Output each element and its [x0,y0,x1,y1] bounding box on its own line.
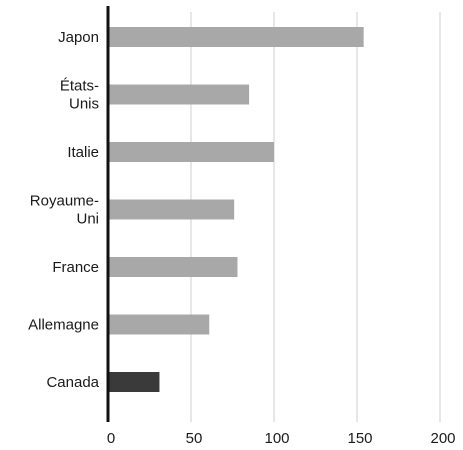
x-tick-label-50: 50 [186,430,203,447]
bar-5 [108,314,210,335]
bar-2 [108,142,274,162]
x-tick-label-100: 100 [264,430,289,447]
bar-0 [108,27,364,47]
category-label-2: Italie [67,144,99,161]
x-tick-label-200: 200 [430,430,455,447]
x-tick-label-150: 150 [347,430,372,447]
category-label-0: Japon [58,29,99,46]
category-label-5: Allemagne [28,317,99,334]
bar-4 [108,257,238,277]
category-label-6: Canada [46,374,99,391]
category-label-3: Royaume-Uni [30,193,99,228]
bar-6 [108,372,160,392]
category-label-4: France [52,259,99,276]
bar-3 [108,199,235,220]
x-tick-label-0: 0 [107,430,115,447]
bar-1 [108,84,250,105]
category-label-1: États-Unis [60,78,99,113]
